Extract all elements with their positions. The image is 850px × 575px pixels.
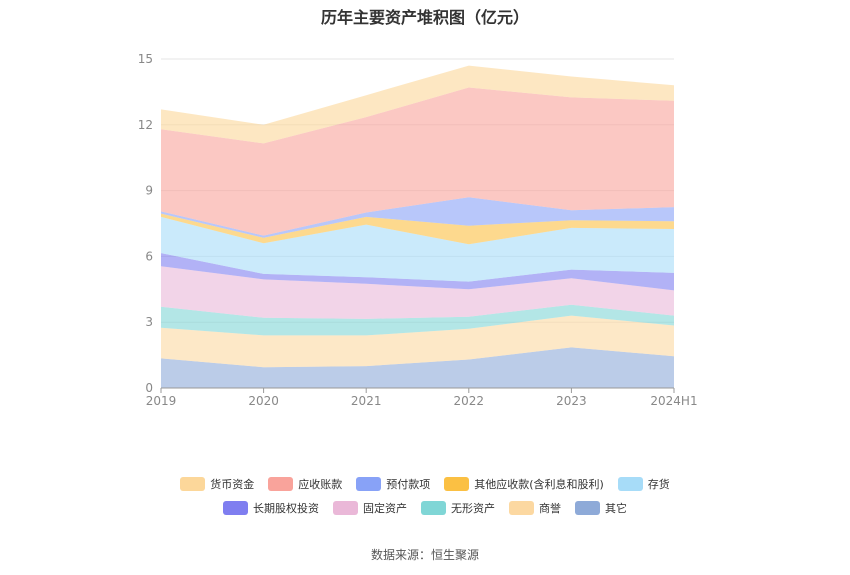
area-series-4: [161, 253, 674, 291]
legend-label: 存货: [647, 478, 670, 491]
legend-swatch: [421, 501, 446, 515]
x-tick-label: 2024H1: [650, 394, 697, 408]
x-tick-label: 2022: [454, 394, 485, 408]
area-series-3: [161, 266, 674, 319]
x-tick-label: 2023: [556, 394, 587, 408]
area-series-8: [161, 87, 674, 236]
legend-label: 无形资产: [451, 502, 495, 515]
x-tick-label: 2021: [351, 394, 382, 408]
data-source-note: 数据来源：恒生聚源: [370, 548, 479, 562]
legend-swatch: [268, 477, 294, 491]
legend-label: 预付款项: [386, 478, 431, 491]
legend-label: 长期股权投资: [253, 502, 319, 515]
legend-item[interactable]: 其它: [575, 500, 627, 516]
legend-swatch: [180, 477, 206, 491]
legend-item[interactable]: 长期股权投资: [223, 500, 319, 516]
area-series-5: [161, 216, 674, 282]
legend-swatch: [356, 477, 382, 491]
legend-item[interactable]: 商誉: [509, 500, 561, 516]
legend-swatch: [444, 477, 470, 491]
legend-swatch: [509, 501, 534, 515]
legend-label: 固定资产: [363, 502, 407, 515]
legend-swatch: [617, 477, 643, 491]
legend-row: 货币资金 应收账款 预付款项 其他应收款(含利息和股利) 存货: [0, 472, 850, 496]
legend-item[interactable]: 固定资产: [333, 500, 407, 516]
legend-item[interactable]: 无形资产: [421, 500, 495, 516]
legend-label: 应收账款: [298, 478, 343, 491]
area-series-6: [161, 213, 674, 245]
chart-legend: 货币资金 应收账款 预付款项 其他应收款(含利息和股利) 存货 长期股权投资 固定资产 无形…: [0, 472, 850, 520]
y-tick-label: 6: [145, 249, 153, 263]
legend-swatch: [333, 501, 358, 515]
legend-label: 货币资金: [210, 478, 255, 491]
area-series-0: [161, 347, 674, 388]
legend-label: 商誉: [539, 502, 561, 515]
area-series-1: [161, 315, 674, 368]
chart-title: 历年主要资产堆积图（亿元）: [320, 8, 529, 27]
x-tick-label: 2020: [248, 394, 279, 408]
legend-swatch: [223, 501, 248, 515]
legend-label: 其他应收款(含利息和股利): [474, 478, 604, 491]
y-tick-label: 12: [138, 118, 153, 132]
y-tick-label: 0: [145, 381, 153, 395]
x-tick-label: 2019: [146, 394, 177, 408]
legend-item[interactable]: 存货: [617, 476, 670, 492]
area-series-9: [161, 65, 674, 144]
legend-label: 其它: [605, 502, 627, 515]
y-tick-label: 3: [145, 315, 153, 329]
legend-item[interactable]: 应收账款: [268, 476, 342, 492]
legend-row: 长期股权投资 固定资产 无形资产 商誉 其它: [0, 496, 850, 520]
y-tick-label: 15: [138, 52, 153, 66]
legend-item[interactable]: 预付款项: [356, 476, 430, 492]
legend-swatch: [575, 501, 600, 515]
area-series-7: [161, 197, 674, 238]
chart-plot-area: 0 3 6 9 12 15 2019 2020 2021 2022 2023 2024H1: [138, 52, 698, 408]
y-tick-label: 9: [145, 184, 153, 198]
legend-item[interactable]: 货币资金: [180, 476, 254, 492]
area-series-2: [161, 304, 674, 336]
legend-item[interactable]: 其他应收款(含利息和股利): [444, 476, 604, 492]
